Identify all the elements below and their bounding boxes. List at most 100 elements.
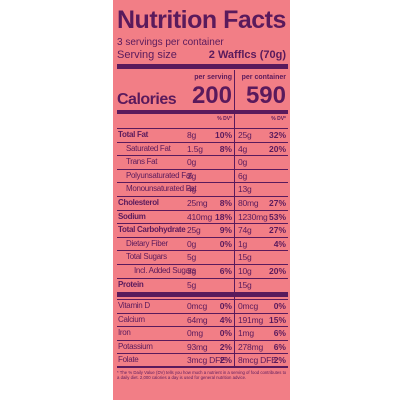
container-amount: 4g: [238, 143, 248, 154]
container-amount: 1g: [238, 238, 248, 249]
container-amount: 15g: [238, 252, 252, 263]
row-rule: [117, 182, 288, 184]
row-rule: [117, 209, 288, 211]
column-header: per serving: [194, 74, 232, 81]
container-amount: 74g: [238, 225, 252, 236]
thick-rule: [117, 64, 288, 69]
serving-amount: 3g: [187, 266, 197, 276]
calories-value: 200: [191, 82, 232, 109]
serving-dv: 8%: [219, 143, 232, 154]
calories-label: Calories: [117, 91, 177, 108]
serving-dv: 2%: [219, 355, 232, 365]
container-dv: 4%: [273, 238, 286, 249]
container-amount: 1mg: [238, 328, 254, 338]
row-rule: [117, 223, 288, 225]
serving-amount: 0g: [187, 157, 197, 168]
container-dv: 27%: [268, 198, 286, 208]
container-dv: 6%: [273, 328, 286, 338]
thick-rule: [117, 366, 288, 368]
row-rule: [117, 312, 288, 314]
serving-amount: 1.5g: [187, 143, 203, 154]
column-divider: [234, 70, 235, 366]
container-dv: 15%: [268, 314, 286, 325]
thick-rule: [117, 110, 288, 114]
container-dv: 6%: [273, 341, 286, 352]
row-rule: [117, 353, 288, 354]
row-rule: [117, 155, 288, 157]
container-amount: 0g: [238, 157, 248, 168]
container-amount: 8mcg DFE: [238, 355, 277, 365]
row-rule: [117, 264, 288, 265]
nutrient-label: Folate: [118, 355, 139, 364]
container-dv: 32%: [268, 130, 286, 140]
row-rule: [117, 277, 288, 279]
serving-amount: 2g: [187, 170, 197, 181]
nutrient-label: Saturated Fat: [126, 143, 171, 153]
row-rule: [117, 339, 288, 341]
serving-dv: 0%: [219, 301, 232, 311]
serving-dv: 6%: [219, 266, 232, 276]
serving-amount: 8g: [187, 130, 197, 140]
container-amount: 15g: [238, 279, 252, 290]
nutrient-label: Iron: [118, 328, 131, 337]
row-rule: [117, 128, 288, 129]
container-amount: 1230mg: [238, 211, 268, 222]
serving-amount: 25mg: [187, 198, 208, 208]
container-dv: 53%: [268, 211, 286, 222]
row-rule: [117, 299, 288, 300]
row-rule: [117, 236, 288, 238]
serving-dv: 10%: [214, 130, 232, 140]
serving-amount: 5g: [187, 252, 197, 263]
nutrient-label: Calcium: [118, 314, 145, 324]
serving-size-label: Serving size: [117, 49, 177, 61]
row-rule: [117, 196, 288, 197]
row-rule: [117, 250, 288, 252]
container-amount: 278mg: [238, 341, 263, 352]
serving-amount: 410mg: [187, 211, 212, 222]
serving-dv: 0%: [219, 238, 232, 249]
serving-dv: 2%: [219, 341, 232, 352]
column-header: per container: [241, 74, 286, 81]
row-rule: [117, 326, 288, 327]
container-amount: 191mg: [238, 314, 263, 325]
dv-header: % DV*: [271, 116, 286, 122]
nutrient-label: Protein: [118, 279, 144, 289]
serving-amount: 3mcg DFE: [187, 355, 226, 365]
serving-amount: 5g: [187, 279, 197, 290]
serving-amount: 25g: [187, 225, 201, 236]
nutrient-label: Potassium: [118, 341, 153, 351]
footnote: * The % Daily Value (DV) tells you how m…: [117, 370, 287, 380]
calories-value: 590: [245, 82, 286, 109]
nutrient-label: Total Carbohydrate: [118, 225, 186, 235]
thick-rule: [117, 292, 288, 297]
serving-amount: 0g: [187, 238, 197, 249]
container-dv: 0%: [273, 301, 286, 311]
container-amount: 25g: [238, 130, 252, 140]
nutrient-label: Sodium: [118, 211, 146, 221]
container-dv: 2%: [273, 355, 286, 365]
container-dv: 20%: [268, 266, 286, 276]
nutrient-label: Total Fat: [118, 130, 149, 139]
title: Nutrition Facts: [117, 6, 286, 34]
serving-dv: 4%: [219, 314, 232, 325]
container-dv: 27%: [268, 225, 286, 236]
serving-size: 2 Wafflcs (70g): [208, 49, 286, 61]
container-amount: 10g: [238, 266, 252, 276]
serving-amount: 64mg: [187, 314, 208, 325]
container-amount: 80mg: [238, 198, 259, 208]
serving-amount: 4g: [187, 184, 197, 195]
nutrient-label: Total Sugars: [126, 252, 167, 262]
container-amount: 6g: [238, 170, 248, 181]
nutrient-label: Incl. Added Sugars: [134, 266, 196, 275]
serving-amount: 0mcg: [187, 301, 207, 311]
row-rule: [117, 141, 288, 143]
nutrient-label: Monounsaturated Fat: [126, 184, 197, 194]
serving-amount: 0mg: [187, 328, 203, 338]
container-amount: 13g: [238, 184, 252, 195]
serving-dv: 18%: [214, 211, 232, 222]
nutrient-label: Vitamin D: [118, 301, 150, 310]
dv-header: % DV*: [217, 116, 232, 122]
serving-amount: 93mg: [187, 341, 208, 352]
servings: 3 servings per container: [117, 37, 224, 48]
